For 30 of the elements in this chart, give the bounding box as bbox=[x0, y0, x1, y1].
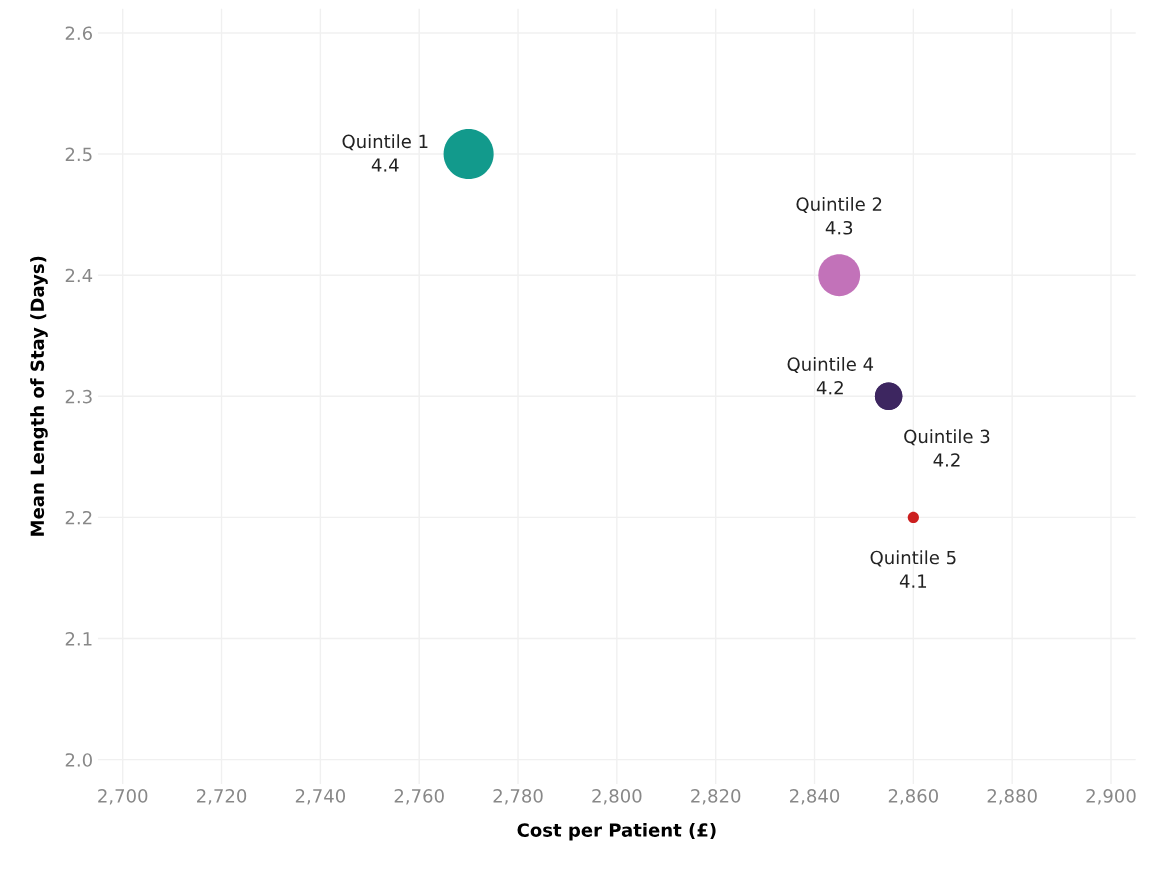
x-tick-label: 2,700 bbox=[98, 789, 148, 805]
x-tick-label: 2,900 bbox=[1086, 789, 1136, 805]
x-tick-label: 2,780 bbox=[493, 789, 543, 805]
x-tick-label: 2,820 bbox=[691, 789, 741, 805]
annotation: 4.3 bbox=[825, 220, 853, 235]
series-label: Quintile 3 bbox=[904, 429, 990, 446]
x-tick-label: 2,800 bbox=[592, 789, 642, 805]
x-tick-label: 2,840 bbox=[789, 789, 840, 805]
series-label: Quintile 5 bbox=[870, 550, 956, 567]
text: Quintile 2 bbox=[796, 197, 882, 214]
annotation: 4.2 bbox=[816, 380, 843, 395]
annotation: 4.1 bbox=[899, 574, 927, 588]
y-tick-label: 2.6 bbox=[65, 26, 93, 41]
y-axis-title: Mean Length of Stay (Days) bbox=[30, 256, 48, 536]
y-tick-label: 2.5 bbox=[65, 147, 92, 162]
y-tick-label: 2.2 bbox=[65, 510, 92, 525]
x-tick-label: 2,760 bbox=[394, 789, 444, 805]
x-tick-label: 2,860 bbox=[888, 789, 938, 805]
y-tick-label: 2.4 bbox=[65, 268, 93, 283]
y-tick-label: 2.3 bbox=[65, 389, 92, 404]
y-tick-label: 2.1 bbox=[65, 632, 92, 646]
y-tick-label: 2.0 bbox=[65, 753, 92, 767]
x-tick-label: 2,720 bbox=[197, 789, 247, 805]
series-label: Quintile 4 bbox=[787, 357, 874, 374]
annotation: 4.4 bbox=[371, 158, 399, 172]
x-axis-title: Cost per Patient (£) bbox=[517, 822, 716, 841]
series-label: Quintile 1 bbox=[342, 134, 428, 151]
annotation: 4.2 bbox=[933, 453, 960, 467]
x-tick-label: 2,880 bbox=[987, 789, 1037, 805]
x-tick-label: 2,740 bbox=[295, 789, 346, 805]
